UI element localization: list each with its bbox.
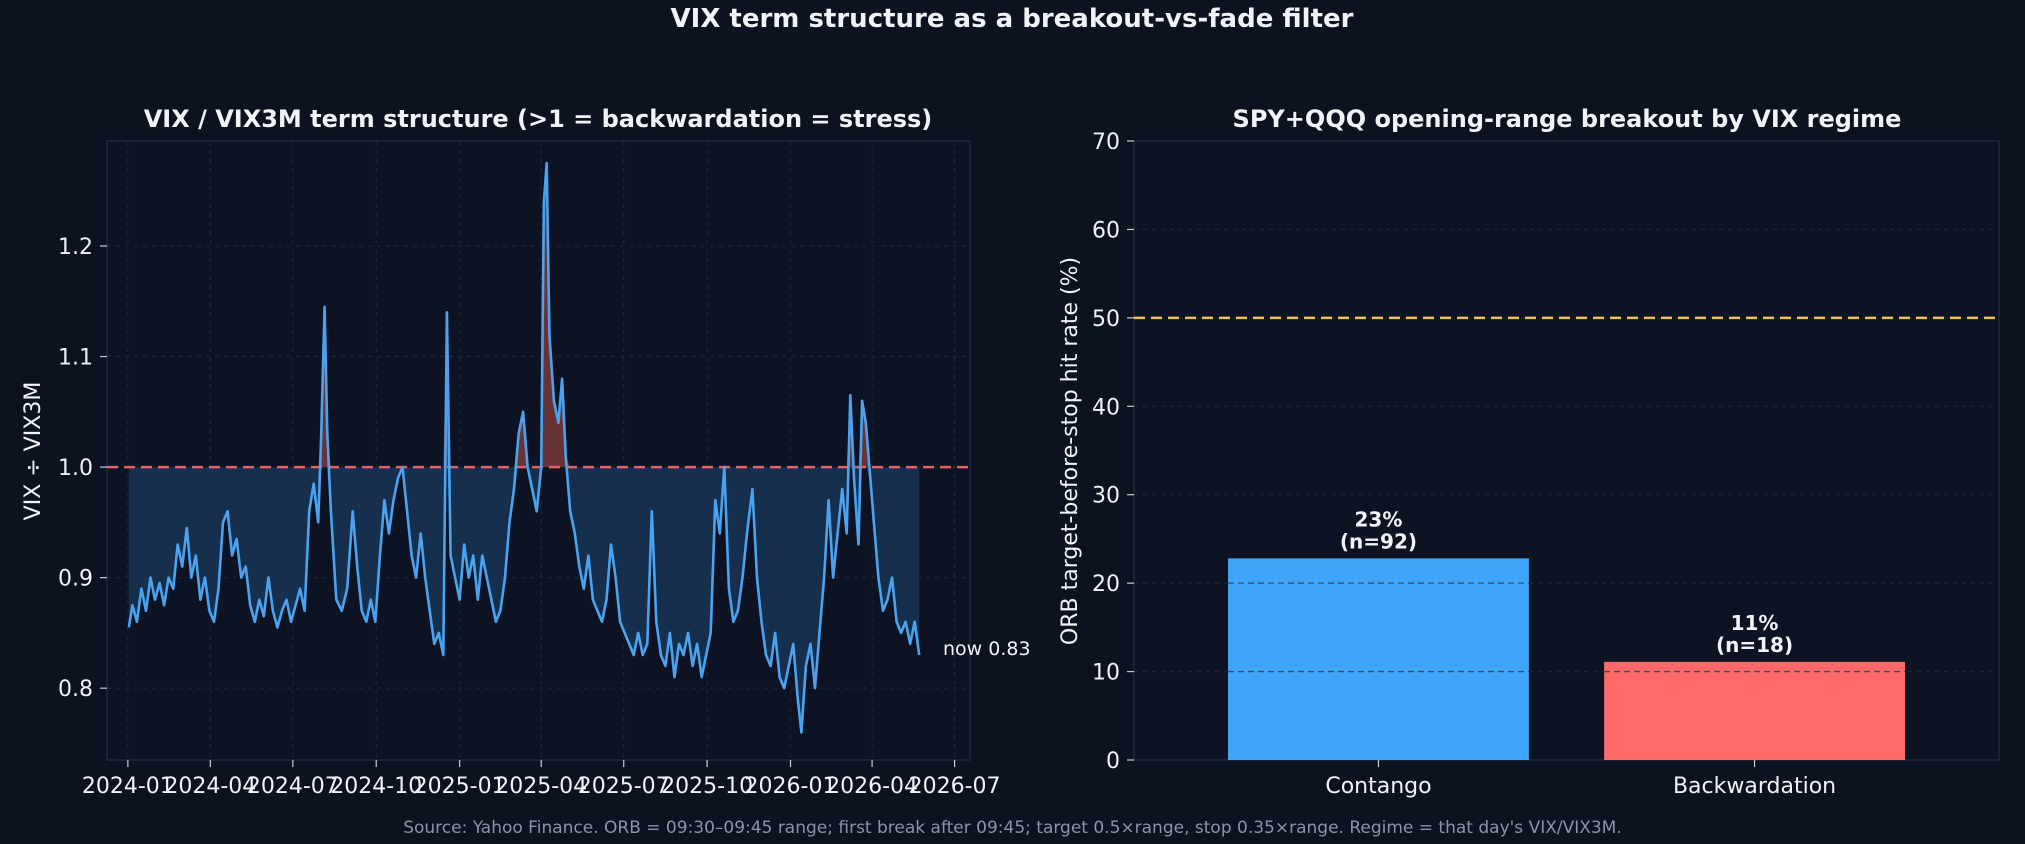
y-tick-label: 0	[1106, 749, 1120, 774]
y-tick-label: 1.1	[58, 346, 93, 371]
x-tick-label: 2024-04	[164, 774, 256, 799]
y-tick-label: 30	[1092, 484, 1120, 509]
x-tick-label: 2025-01	[414, 774, 506, 799]
vix-ratio-series-line	[127, 161, 921, 734]
orb-y-axis-label: ORB target-before-stop hit rate (%)	[1058, 257, 1083, 645]
x-tick-label: 2025-04	[495, 774, 587, 799]
x-tick-label: 2025-07	[578, 774, 670, 799]
x-tick-label: 2026-07	[909, 774, 1001, 799]
y-tick-label: 1.2	[58, 235, 93, 260]
x-tick-label: 2024-10	[330, 774, 422, 799]
term-structure-plot-area	[106, 140, 971, 761]
category-label: Backwardation	[1673, 774, 1836, 799]
y-tick-label: 0.9	[58, 567, 93, 592]
orb-title: SPY+QQQ opening-range breakout by VIX re…	[1233, 105, 1902, 133]
y-tick-label: 20	[1092, 572, 1120, 597]
category-label: Contango	[1325, 774, 1431, 799]
x-tick-label: 2026-04	[826, 774, 918, 799]
x-tick-label: 2026-01	[745, 774, 837, 799]
bar-contango	[1228, 558, 1529, 760]
term-structure-axis-ticks: 2024-012024-042024-072024-102025-012025-…	[58, 235, 1001, 799]
y-tick-label: 50	[1092, 307, 1120, 332]
current-value-annotation: now 0.83	[943, 638, 1031, 660]
figure-title: VIX term structure as a breakout-vs-fade…	[671, 4, 1354, 34]
y-tick-label: 0.8	[58, 677, 93, 702]
term-structure-grid	[107, 141, 970, 760]
orb-bar-labels: 23% (n=92) 11% (n=18)	[1340, 507, 1793, 656]
orb-hit-rate-chart: 23% (n=92) 11% (n=18) 0 10 20 30 40 50 60 70 Contan…	[1058, 105, 2000, 799]
y-tick-label: 60	[1092, 218, 1120, 243]
orb-bars	[1228, 558, 1905, 760]
y-tick-label: 1.0	[58, 456, 93, 481]
bar-backwardation	[1604, 661, 1905, 760]
orb-axis-ticks: 0 10 20 30 40 50 60 70 Contango Backwardation	[1092, 130, 1836, 799]
x-tick-label: 2024-01	[82, 774, 174, 799]
term-structure-chart: 2024-012024-042024-072024-102025-012025-…	[21, 105, 1031, 799]
bar-value-label: 11% (n=18)	[1716, 611, 1793, 657]
y-tick-label: 40	[1092, 395, 1120, 420]
source-footnote: Source: Yahoo Finance. ORB = 09:30–09:45…	[403, 818, 1622, 838]
y-tick-label: 10	[1092, 661, 1120, 686]
term-structure-y-axis-label: VIX ÷ VIX3M	[21, 382, 46, 521]
x-tick-label: 2024-07	[247, 774, 339, 799]
orb-bar-gridlines	[1228, 582, 1905, 673]
term-structure-title: VIX / VIX3M term structure (>1 = backwar…	[144, 105, 933, 133]
bar-value-label: 23% (n=92)	[1340, 507, 1417, 553]
x-tick-label: 2025-10	[661, 774, 753, 799]
y-tick-label: 70	[1092, 130, 1120, 155]
